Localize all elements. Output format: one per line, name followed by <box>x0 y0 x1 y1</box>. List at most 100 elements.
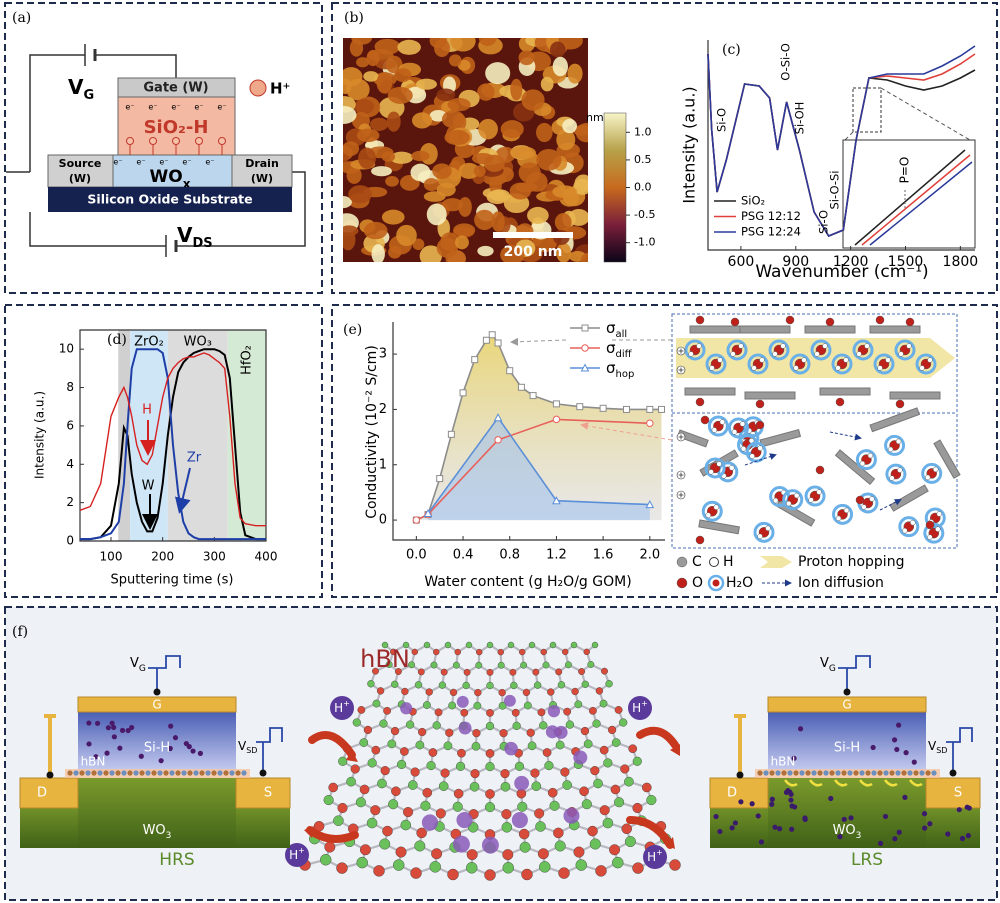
proton <box>877 840 884 846</box>
gate-lead <box>838 655 871 692</box>
electron: e⁻ <box>125 103 134 112</box>
lattice-atom <box>547 688 555 696</box>
proton <box>964 804 970 810</box>
y-tick-label: 8 <box>66 380 74 394</box>
subscript: x <box>183 177 191 191</box>
inset-curve <box>854 149 966 246</box>
marker <box>657 405 665 413</box>
proton <box>945 831 951 837</box>
marker <box>599 404 607 412</box>
formula: WO <box>143 823 166 838</box>
lattice-atom <box>457 748 466 758</box>
water-shell <box>704 457 726 479</box>
panel-e-frame <box>331 304 998 598</box>
atom <box>885 357 891 363</box>
atom <box>902 527 908 534</box>
source-electrode <box>925 777 981 809</box>
lattice-atom <box>528 641 536 649</box>
lattice-atom <box>507 641 515 649</box>
lattice-atom <box>614 797 625 808</box>
grain <box>410 163 431 182</box>
marker <box>580 363 590 372</box>
colorbar-tick-label: 0.0 <box>634 181 652 194</box>
lattice-atom <box>500 769 510 779</box>
marker <box>645 500 655 509</box>
drain-label: D <box>727 786 737 801</box>
grain <box>453 223 476 237</box>
lattice-atom <box>620 764 630 774</box>
electron: e⁻ <box>182 158 191 167</box>
lattice-atom <box>440 668 448 676</box>
panel-label: (e) <box>343 322 362 338</box>
lattice-atom <box>400 747 409 756</box>
proton-sphere <box>481 836 499 854</box>
graphene-rod <box>689 325 741 334</box>
lattice-atom <box>352 718 361 727</box>
diffusion-arrow <box>829 431 862 441</box>
marker <box>622 405 630 413</box>
atom <box>780 343 786 349</box>
lattice-atom <box>465 641 473 649</box>
symbol: H <box>632 701 641 715</box>
proton <box>772 824 778 830</box>
marker <box>517 383 525 391</box>
series-line <box>80 348 266 541</box>
panel-e: (e) Conductivity (10⁻² S/cm) Water conte… <box>343 313 961 590</box>
chart-d: ZrO₂ WO₃ HfO₂ 100 200 300 400 0 2 4 6 8 10 (d) W Zr H <box>59 329 277 564</box>
legend-symbol: σ <box>606 339 616 357</box>
hbn-atom <box>145 770 151 776</box>
lattice-atom <box>578 668 586 675</box>
lattice-atom <box>346 776 356 787</box>
hbn-atom <box>805 770 811 776</box>
atom <box>905 317 915 327</box>
proton <box>125 727 131 734</box>
atom <box>906 343 912 349</box>
hbn-label: hBN <box>771 755 796 769</box>
flow-arrow <box>626 816 674 849</box>
grain <box>536 148 562 171</box>
grain <box>385 55 403 74</box>
lattice-atom <box>359 784 370 795</box>
lattice-atom <box>376 687 385 695</box>
hbn-atom <box>811 770 817 776</box>
grain <box>353 99 375 115</box>
superscript: + <box>641 699 648 708</box>
substrate-label: Silicon Oxide Substrate <box>87 192 252 207</box>
series-arrow <box>174 467 191 514</box>
grain <box>376 71 393 94</box>
lattice-atom <box>519 841 531 853</box>
y-tick-label: 3 <box>379 347 387 362</box>
proton <box>218 137 226 145</box>
lattice-atom <box>422 787 433 798</box>
x-tick-label: 100 <box>100 550 123 564</box>
gate-label: G <box>152 698 161 712</box>
grain <box>486 190 509 205</box>
scale-bar-label: 200 nm <box>504 244 563 260</box>
lattice-atom <box>387 739 397 749</box>
hbn-atom <box>913 770 919 776</box>
lattice-atom <box>391 786 401 797</box>
lattice-atom <box>418 727 427 737</box>
lattice-atom <box>466 862 478 874</box>
grain <box>374 38 401 55</box>
lattice-atom <box>593 778 603 789</box>
lattice-atom <box>415 740 425 750</box>
lattice-atom <box>574 700 583 709</box>
lattice-atom <box>610 784 621 795</box>
grain <box>366 49 380 67</box>
proton <box>791 755 797 761</box>
proton-label: H+ <box>289 846 305 862</box>
grain <box>423 178 440 192</box>
proton-sphere <box>504 741 518 756</box>
lattice-atom <box>562 780 572 790</box>
flow-arrow-head <box>346 750 358 762</box>
source-voltage-label: VSD <box>928 739 947 756</box>
atom <box>808 497 814 503</box>
symbol: V <box>68 75 84 99</box>
lattice-atom <box>557 681 566 689</box>
axes <box>392 322 665 541</box>
graphene-rod <box>739 325 791 334</box>
migration-arrow <box>909 779 923 787</box>
